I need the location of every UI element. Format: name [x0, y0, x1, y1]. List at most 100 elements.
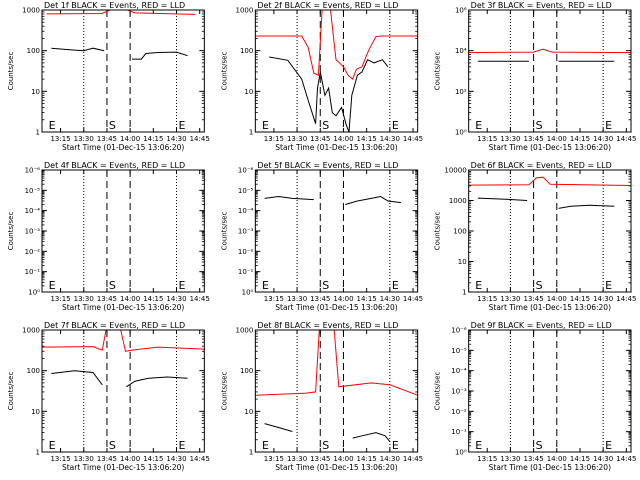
y-tick-label: 10⁻⁵ — [451, 347, 467, 355]
x-axis-label: Start Time (01-Dec-15 13:06:20) — [62, 303, 184, 312]
x-tick-label: 13:45 — [310, 295, 330, 303]
x-tick-label: 14:30 — [380, 135, 400, 143]
chart-panel-7: Det 7f BLACK = Events, RED = LLD 1 10 100 10… — [7, 321, 210, 472]
x-tick-label: 14:00 — [547, 455, 567, 463]
x-tick-label: 14:45 — [616, 135, 636, 143]
y-tick-label: 10⁻⁴ — [25, 207, 41, 215]
x-tick-label: 14:45 — [403, 135, 423, 143]
chart-panel-9: Det 9f BLACK = Events, RED = LLD 10⁰ 10⁻¹ 1… — [434, 321, 637, 472]
x-tick-label: 14:30 — [166, 135, 186, 143]
event-marker-e: E — [179, 279, 186, 292]
event-marker-e: E — [262, 439, 269, 452]
y-tick-label: 10 — [31, 88, 40, 96]
event-marker-s: S — [536, 279, 543, 292]
x-tick-label: 14:15 — [143, 295, 163, 303]
y-tick-label: 1000 — [22, 7, 40, 15]
x-tick-label: 14:30 — [380, 455, 400, 463]
x-tick-label: 13:15 — [50, 455, 70, 463]
x-tick-label: 14:45 — [403, 455, 423, 463]
plot-frame — [468, 329, 632, 453]
plot-frame — [254, 329, 419, 453]
y-axis-label: Counts/sec — [220, 212, 228, 251]
x-tick-label: 14:15 — [357, 135, 377, 143]
y-tick-label: 1000 — [236, 327, 254, 335]
x-tick-label: 13:15 — [477, 135, 497, 143]
x-tick-label: 14:00 — [120, 135, 140, 143]
events-series-line — [352, 432, 391, 442]
y-tick-label: 1000 — [449, 197, 467, 205]
y-tick-label: 10⁻⁵ — [25, 187, 41, 195]
x-tick-label: 14:45 — [616, 295, 636, 303]
x-tick-label: 13:30 — [500, 295, 520, 303]
y-tick-label: 10⁰ — [455, 449, 467, 457]
events-series-line — [345, 195, 402, 205]
y-axis-label: Counts/sec — [434, 212, 442, 251]
event-marker-e: E — [475, 119, 482, 132]
x-tick-label: 14:15 — [570, 295, 590, 303]
x-tick-label: 13:45 — [524, 135, 544, 143]
y-tick-label: 10⁴ — [455, 47, 467, 55]
y-tick-label: 100 — [27, 367, 40, 375]
y-axis-label: Counts/sec — [7, 52, 15, 91]
x-tick-label: 13:45 — [310, 135, 330, 143]
events-series-line — [477, 197, 528, 201]
x-tick-label: 14:00 — [333, 295, 353, 303]
chart-panel-1: Det 1f BLACK = Events, RED = LLD 1 10 100 10… — [7, 1, 210, 152]
x-tick-label: 14:30 — [593, 455, 613, 463]
y-tick-label: 1 — [36, 449, 40, 457]
y-axis-label: Counts/sec — [7, 212, 15, 251]
x-tick-label: 14:30 — [380, 295, 400, 303]
x-tick-label: 14:30 — [593, 295, 613, 303]
event-marker-e: E — [49, 279, 56, 292]
chart-panel-5: Det 5f BLACK = Events, RED = LLD 10⁰ 10⁻¹ 1… — [220, 161, 423, 312]
y-tick-label: 1 — [36, 129, 40, 137]
event-marker-s: S — [536, 439, 543, 452]
x-tick-label: 13:15 — [50, 295, 70, 303]
plot-frame — [41, 169, 205, 293]
lld-series-line — [468, 176, 631, 186]
y-tick-label: 10⁻⁶ — [25, 167, 41, 175]
y-tick-label: 10⁻⁴ — [238, 207, 254, 215]
events-series-line — [132, 51, 188, 60]
chart-panel-8: Det 8f BLACK = Events, RED = LLD 1 10 100 10… — [220, 321, 423, 472]
y-tick-label: 1000 — [236, 7, 254, 15]
chart-title: Det 9f BLACK = Events, RED = LLD — [471, 321, 612, 330]
event-marker-e: E — [475, 439, 482, 452]
y-tick-label: 100 — [240, 47, 253, 55]
x-tick-label: 14:45 — [403, 295, 423, 303]
x-axis-label: Start Time (01-Dec-15 13:06:20) — [275, 463, 397, 472]
lld-series-line — [42, 330, 205, 352]
chart-title: Det 2f BLACK = Events, RED = LLD — [257, 1, 398, 10]
x-tick-label: 14:45 — [190, 295, 210, 303]
y-tick-label: 10⁰ — [455, 129, 467, 137]
y-tick-label: 10 — [244, 88, 253, 96]
lld-series-line — [46, 10, 196, 15]
x-tick-label: 13:15 — [264, 295, 284, 303]
y-tick-label: 10⁻¹ — [238, 268, 254, 276]
y-tick-label: 10⁻¹ — [25, 268, 41, 276]
x-tick-label: 13:45 — [97, 295, 117, 303]
x-axis-label: Start Time (01-Dec-15 13:06:20) — [489, 303, 611, 312]
y-tick-label: 10⁻¹ — [451, 428, 467, 436]
x-axis-label: Start Time (01-Dec-15 13:06:20) — [62, 143, 184, 152]
event-marker-e: E — [605, 279, 612, 292]
y-axis-label: Counts/sec — [434, 372, 442, 411]
event-marker-e: E — [49, 119, 56, 132]
events-series-line — [269, 56, 389, 132]
y-tick-label: 10⁻³ — [238, 228, 254, 236]
y-tick-label: 10000 — [444, 167, 466, 175]
event-marker-e: E — [392, 439, 399, 452]
event-marker-e: E — [179, 119, 186, 132]
x-tick-label: 13:45 — [524, 455, 544, 463]
y-tick-label: 100 — [240, 367, 253, 375]
event-marker-e: E — [392, 119, 399, 132]
x-tick-label: 13:15 — [477, 295, 497, 303]
x-tick-label: 14:15 — [143, 135, 163, 143]
x-tick-label: 13:15 — [264, 455, 284, 463]
y-tick-label: 10⁻³ — [451, 388, 467, 396]
events-series-line — [264, 195, 314, 201]
y-tick-label: 10⁻⁶ — [238, 167, 254, 175]
y-tick-label: 100 — [27, 47, 40, 55]
event-marker-s: S — [536, 119, 543, 132]
chart-title: Det 4f BLACK = Events, RED = LLD — [44, 161, 185, 170]
